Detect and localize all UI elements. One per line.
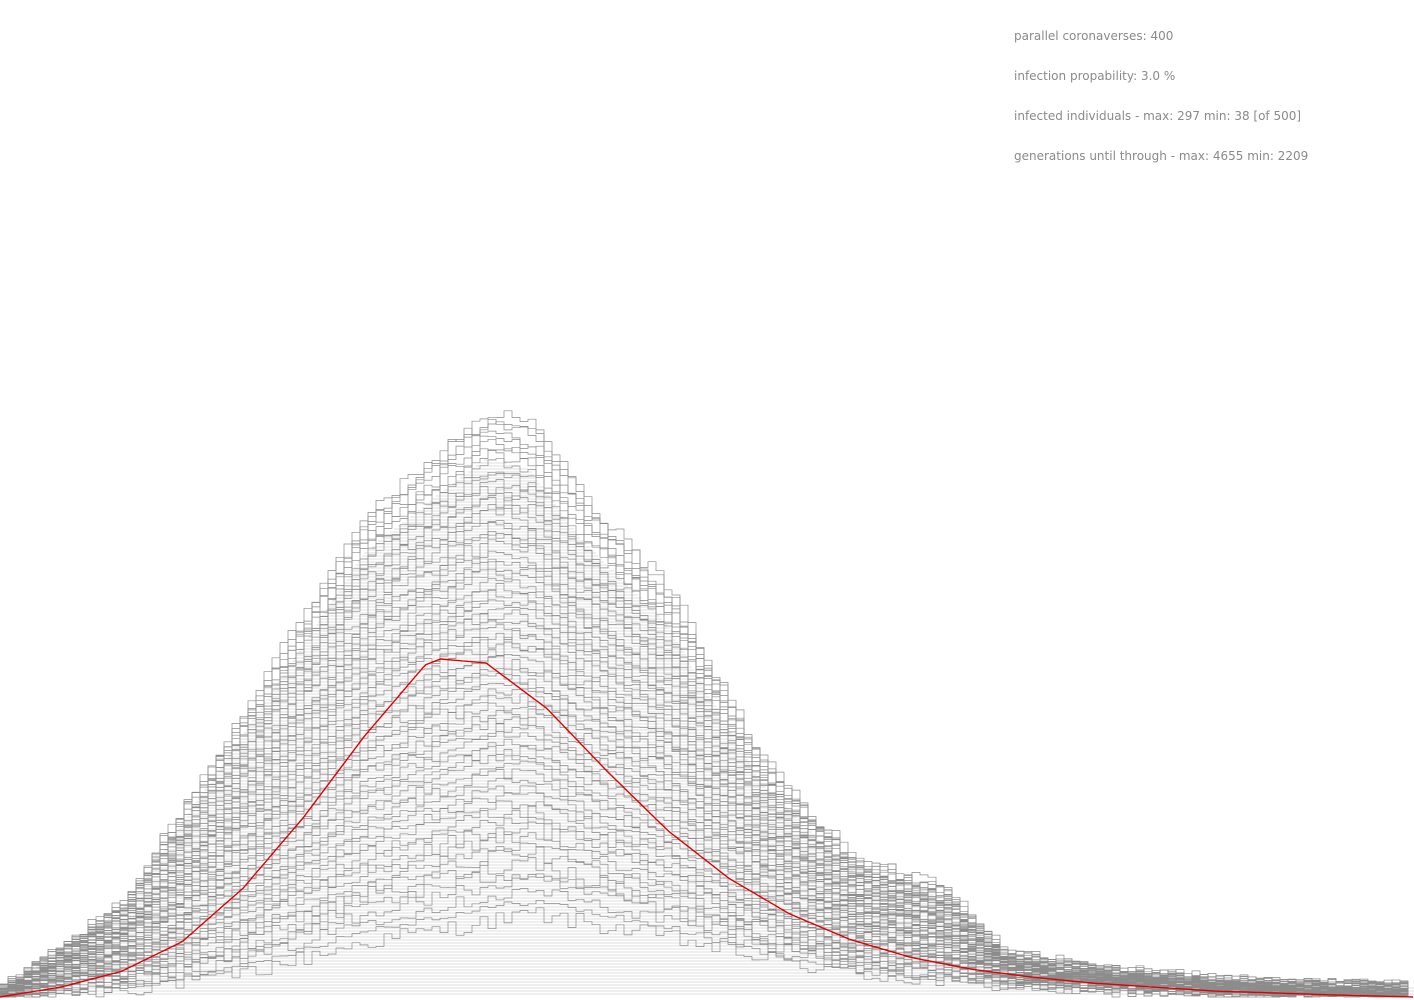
simulation-run-line: [0, 693, 1409, 998]
generations-stat: generations until through - max: 4655 mi…: [1014, 149, 1309, 163]
parallel-coronaverses-stat: parallel coronaverses: 400: [1014, 29, 1174, 43]
average-curve-line: [0, 658, 1414, 998]
simulation-stats: parallel coronaverses: 400 infection pro…: [1014, 28, 1308, 188]
simulation-run-line: [0, 589, 1409, 995]
average-curve-layer: [0, 658, 1414, 998]
infected-individuals-stat: infected individuals - max: 297 min: 38 …: [1014, 109, 1302, 123]
infection-probability-stat: infection propability: 3.0 %: [1014, 69, 1176, 83]
simulation-run-line: [0, 410, 1409, 995]
